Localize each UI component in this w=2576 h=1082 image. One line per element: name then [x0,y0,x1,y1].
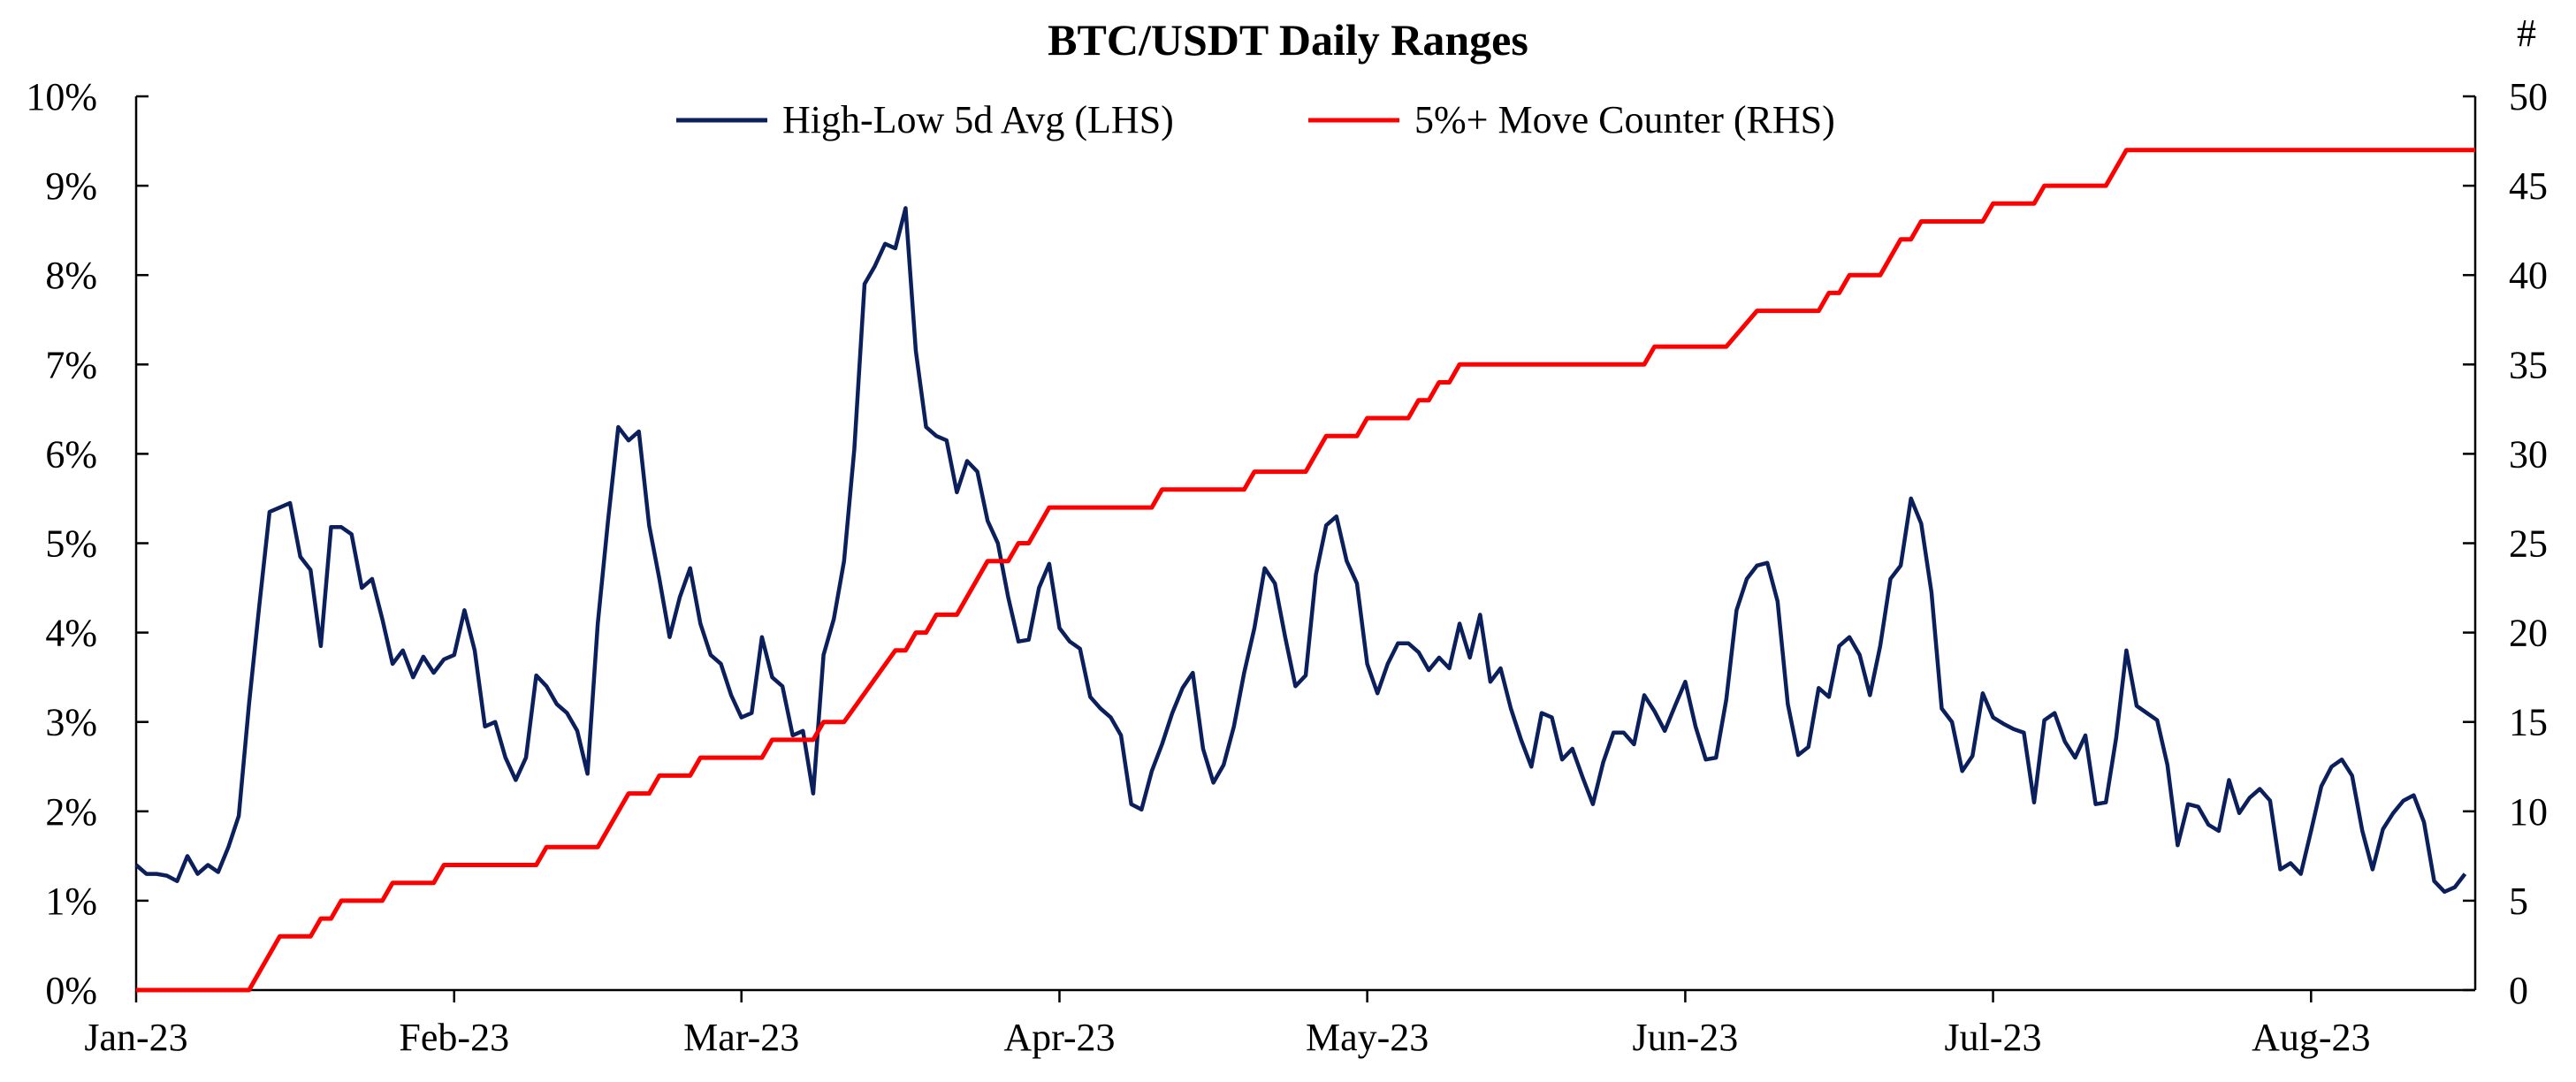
x-tick-label: Feb-23 [399,1016,509,1059]
x-tick-label: May-23 [1306,1016,1429,1059]
right-tick-label: 0 [2509,969,2528,1012]
left-tick-label: 4% [45,612,97,655]
right-tick-label: 10 [2509,790,2548,834]
right-tick-label: 5 [2509,880,2528,923]
legend-label-rhs: 5%+ Move Counter (RHS) [1414,98,1835,141]
right-axis-unit: # [2517,11,2536,55]
x-tick-label: Jul-23 [1945,1016,2042,1059]
x-tick-label: Apr-23 [1003,1016,1115,1059]
left-tick-label: 7% [45,343,97,386]
right-tick-label: 45 [2509,164,2548,208]
right-tick-label: 40 [2509,254,2548,297]
right-tick-label: 35 [2509,343,2548,386]
x-axis: Jan-23 Feb-23 Mar-23 Apr-23 May-23 Jun-23 Jul-… [84,990,2371,1059]
right-tick-label: 50 [2509,75,2548,118]
left-tick-label: 1% [45,880,97,923]
series-line-rhs [136,148,2475,993]
left-tick-label: 8% [45,254,97,297]
left-tick-label: 2% [45,790,97,834]
chart-title: BTC/USDT Daily Ranges [1048,15,1528,65]
legend-label-lhs: High-Low 5d Avg (LHS) [782,98,1174,141]
x-tick-label: Aug-23 [2252,1016,2370,1059]
right-tick-label: 25 [2509,522,2548,566]
right-tick-label: 30 [2509,432,2548,476]
left-tick-label: 3% [45,701,97,744]
right-axis: 0 5 10 15 20 25 30 35 40 45 50 [2463,75,2548,1012]
left-axis: 0% 1% 2% 3% 4% 5% 6% 7% 8% 9% 10% [26,75,149,1012]
left-tick-label: 6% [45,432,97,476]
left-tick-label: 0% [45,969,97,1012]
x-tick-label: Mar-23 [683,1016,799,1059]
left-tick-label: 5% [45,522,97,566]
x-tick-label: Jun-23 [1633,1016,1739,1059]
series-line-lhs [134,206,2467,895]
left-tick-label: 9% [45,164,97,208]
x-tick-label: Jan-23 [84,1016,187,1059]
right-tick-label: 20 [2509,612,2548,655]
left-tick-label: 10% [26,75,97,118]
legend: High-Low 5d Avg (LHS) 5%+ Move Counter (… [676,98,1835,141]
right-tick-label: 15 [2509,701,2548,744]
